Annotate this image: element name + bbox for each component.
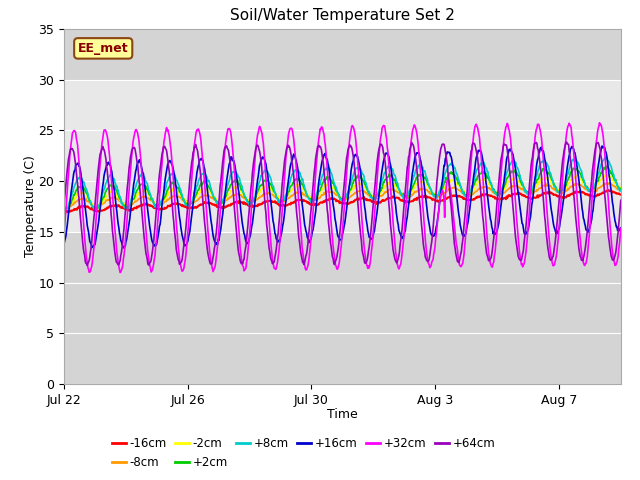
Bar xyxy=(64,29,621,80)
X-axis label: Time: Time xyxy=(327,408,358,421)
Y-axis label: Temperature (C): Temperature (C) xyxy=(24,156,37,257)
Bar xyxy=(64,232,621,384)
Text: EE_met: EE_met xyxy=(78,42,129,55)
Legend: -16cm, -8cm, -2cm, +2cm, +8cm, +16cm, +32cm, +64cm: -16cm, -8cm, -2cm, +2cm, +8cm, +16cm, +3… xyxy=(107,432,500,474)
Bar xyxy=(64,80,621,232)
Title: Soil/Water Temperature Set 2: Soil/Water Temperature Set 2 xyxy=(230,9,455,24)
